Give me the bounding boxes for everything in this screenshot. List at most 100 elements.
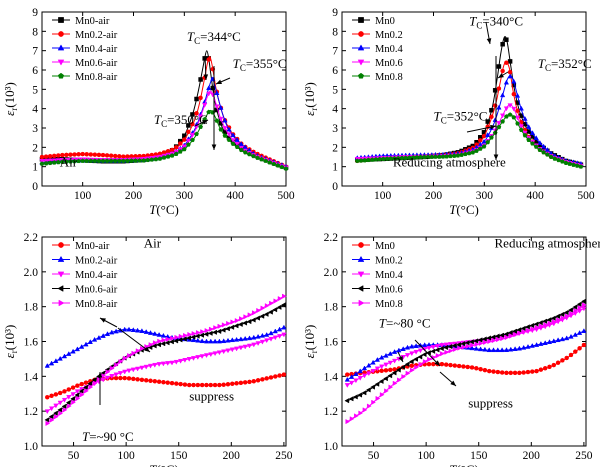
y-tick-label: 5 [32,84,38,96]
data-point [541,149,546,155]
data-point [379,368,384,374]
data-point [396,347,402,353]
data-point [375,395,381,402]
data-point [580,298,586,305]
data-point [217,323,223,329]
data-point [559,158,565,164]
data-point [118,375,123,381]
arrow-head [434,360,440,366]
data-point [456,363,462,369]
data-point [281,372,287,377]
data-point [477,146,483,151]
data-point [477,337,483,343]
data-point [542,366,548,371]
data-point [57,355,63,361]
legend-marker [358,72,364,79]
data-point [273,298,279,304]
annotation: T=~90 °C [82,429,134,444]
data-point [267,159,273,165]
data-point [543,322,549,328]
data-point [165,336,171,342]
data-point [451,342,457,349]
data-point [222,117,228,123]
data-point [422,342,428,347]
data-point [547,320,553,326]
legend-entry: Mn0.4 [375,270,403,281]
legend-entry: Mn0.8-air [75,72,118,83]
data-point [186,357,192,362]
data-point [242,320,248,326]
data-point [387,350,393,356]
data-point [268,330,274,336]
annotation: TC=352°C [434,108,488,125]
data-point [349,416,355,422]
data-point [234,142,240,147]
data-point [222,133,228,138]
data-point [383,375,388,382]
data-point [448,362,453,368]
data-point [117,371,124,376]
series-Mn0.6 [344,298,586,404]
data-point [409,343,415,349]
data-point [74,346,81,352]
y-tick-label: 4 [32,104,38,116]
annotation: Reducing atmosphere [495,235,600,250]
data-point [271,161,277,166]
legend: Mn0-air Mn0.2-air Mn0.4-air Mn0.6-air Mn0.8-… [52,241,118,310]
legend-entry: Mn0.8 [375,72,403,83]
annotation: suppress [189,389,234,404]
data-point [78,388,84,394]
data-point [247,379,252,385]
data-point [500,68,505,74]
arrow-head [97,372,103,378]
legend-entry: Mn0.6-air [75,58,118,69]
data-point [178,333,184,340]
arrow-head [493,154,499,160]
data-point [564,313,570,319]
data-point [204,327,210,334]
data-point [139,365,145,371]
legend-marker [58,242,64,248]
data-point [96,158,102,163]
data-point [560,358,565,363]
data-point [495,347,501,353]
data-point [88,152,94,157]
data-point [130,367,136,373]
data-point [122,355,128,361]
data-point [135,377,140,382]
data-point [216,338,223,344]
data-point [152,330,158,336]
data-point [126,376,132,381]
data-point [177,149,183,154]
annotation: Reducing atmosphere [393,155,506,170]
data-point [564,355,569,361]
data-point [74,389,81,395]
data-point [440,351,445,357]
data-point [522,132,528,138]
y-tick-label: 9 [32,7,38,19]
data-point [48,406,55,412]
x-tick-label: 400 [227,190,245,202]
data-point [537,320,543,326]
data-point [225,348,231,354]
data-point [529,322,535,329]
data-point [481,133,487,139]
data-point [344,376,350,382]
data-point [533,135,539,140]
data-point [404,353,411,358]
data-point [348,396,354,402]
data-point [247,312,253,318]
data-point [408,358,414,365]
data-point [51,153,57,159]
legend-entry: Mn0 [375,241,395,252]
data-point [352,394,358,400]
data-point [161,337,167,343]
series-Mn0.2 [344,328,587,382]
data-point [246,318,252,325]
data-point [44,417,50,423]
data-point [117,154,122,159]
data-point [516,327,522,333]
data-point [39,154,45,160]
data-point [71,399,77,405]
data-point [165,361,171,366]
